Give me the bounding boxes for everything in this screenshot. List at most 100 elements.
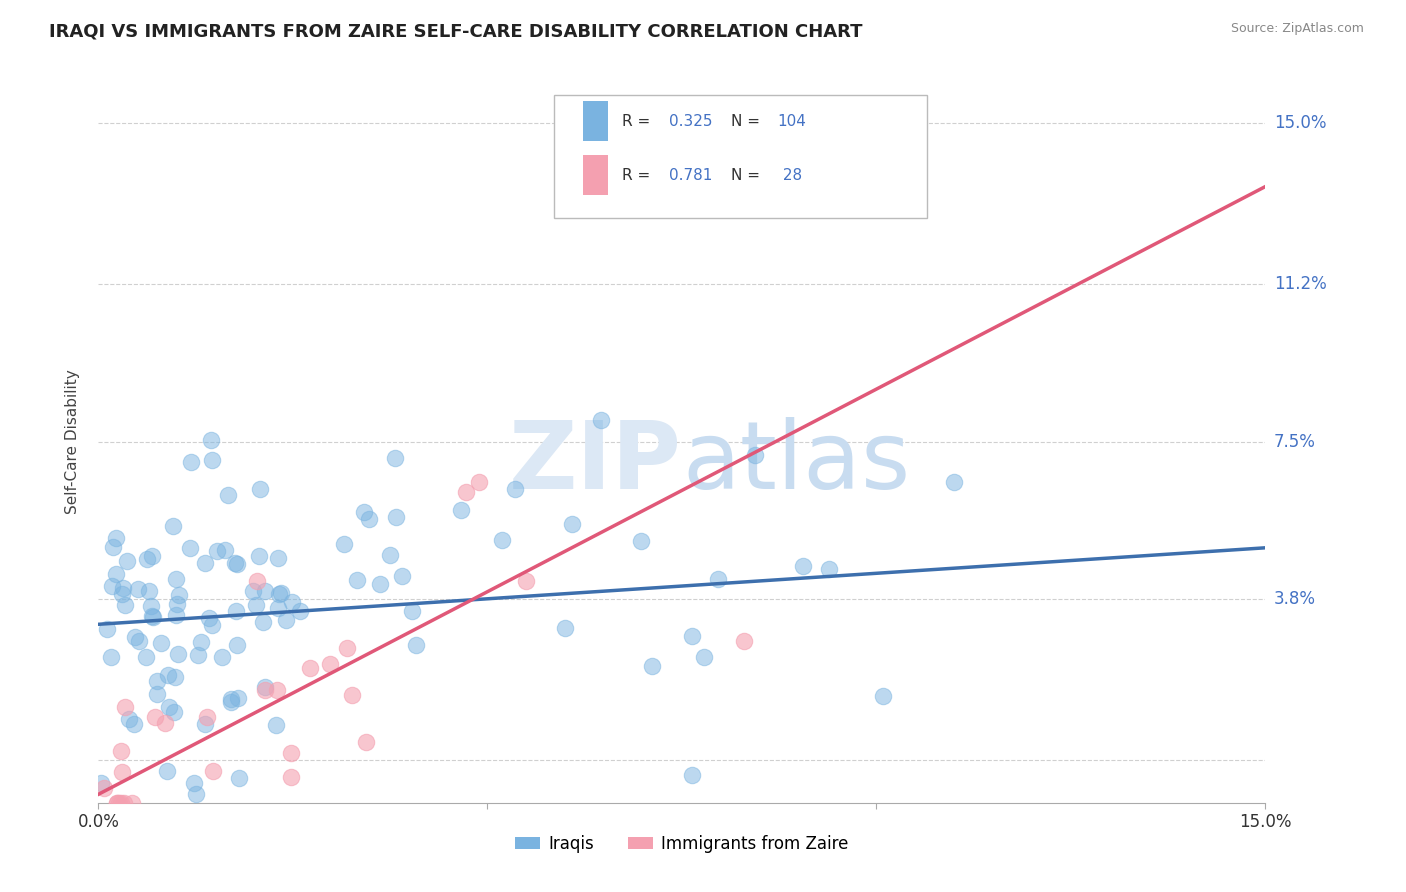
- Iraqis: [225, 604, 247, 618]
- Iraqis: [127, 582, 149, 596]
- Iraqis: [221, 696, 243, 710]
- Text: 104: 104: [778, 114, 807, 129]
- Iraqis: [104, 531, 127, 545]
- FancyBboxPatch shape: [582, 101, 609, 141]
- Iraqis: [163, 705, 186, 719]
- Iraqis: [180, 455, 202, 469]
- Immigrants from Zaire: [515, 574, 537, 588]
- Iraqis: [267, 601, 290, 615]
- Iraqis: [247, 549, 270, 563]
- Text: 0.781: 0.781: [669, 169, 713, 183]
- Immigrants from Zaire: [110, 744, 132, 758]
- Iraqis: [187, 648, 209, 663]
- Immigrants from Zaire: [733, 634, 755, 648]
- Immigrants from Zaire: [468, 475, 491, 489]
- Text: N =: N =: [731, 114, 765, 129]
- Text: N =: N =: [731, 169, 765, 183]
- Iraqis: [101, 579, 124, 593]
- Iraqis: [225, 638, 247, 652]
- FancyBboxPatch shape: [582, 155, 609, 195]
- Immigrants from Zaire: [108, 796, 131, 810]
- Text: 3.8%: 3.8%: [1274, 590, 1316, 607]
- Iraqis: [200, 433, 222, 447]
- Immigrants from Zaire: [107, 796, 129, 810]
- Iraqis: [290, 604, 312, 618]
- Iraqis: [156, 764, 179, 778]
- Iraqis: [707, 572, 730, 586]
- Iraqis: [190, 634, 212, 648]
- Immigrants from Zaire: [454, 485, 477, 500]
- Iraqis: [111, 581, 134, 595]
- Iraqis: [90, 775, 112, 789]
- Iraqis: [207, 544, 229, 558]
- Iraqis: [124, 630, 146, 644]
- Iraqis: [503, 482, 526, 496]
- Iraqis: [681, 767, 703, 781]
- Iraqis: [115, 553, 138, 567]
- Text: 7.5%: 7.5%: [1274, 433, 1316, 450]
- Iraqis: [554, 621, 576, 635]
- Immigrants from Zaire: [93, 780, 115, 795]
- Text: 0.325: 0.325: [669, 114, 713, 129]
- Iraqis: [167, 589, 190, 603]
- Immigrants from Zaire: [280, 746, 302, 760]
- Iraqis: [194, 717, 217, 731]
- Iraqis: [141, 609, 163, 624]
- Iraqis: [159, 699, 181, 714]
- Iraqis: [146, 687, 169, 701]
- Iraqis: [167, 647, 190, 661]
- Text: R =: R =: [623, 114, 655, 129]
- Iraqis: [943, 475, 966, 489]
- Iraqis: [266, 718, 288, 732]
- Iraqis: [201, 452, 224, 467]
- Immigrants from Zaire: [143, 710, 166, 724]
- Iraqis: [118, 712, 141, 726]
- Iraqis: [242, 583, 264, 598]
- Iraqis: [368, 577, 391, 591]
- Text: Source: ZipAtlas.com: Source: ZipAtlas.com: [1230, 22, 1364, 36]
- Iraqis: [165, 572, 187, 586]
- Iraqis: [136, 552, 159, 566]
- Iraqis: [280, 594, 302, 608]
- Iraqis: [353, 505, 375, 519]
- Iraqis: [228, 771, 250, 785]
- Iraqis: [249, 482, 271, 496]
- Iraqis: [197, 611, 219, 625]
- Legend: Iraqis, Immigrants from Zaire: Iraqis, Immigrants from Zaire: [509, 828, 855, 860]
- Text: ZIP: ZIP: [509, 417, 682, 509]
- Iraqis: [267, 587, 290, 601]
- Iraqis: [214, 543, 236, 558]
- Iraqis: [401, 604, 423, 618]
- Iraqis: [183, 776, 205, 790]
- Iraqis: [128, 633, 150, 648]
- Iraqis: [253, 681, 276, 695]
- Text: 28: 28: [778, 169, 801, 183]
- Iraqis: [378, 548, 401, 562]
- Immigrants from Zaire: [299, 661, 322, 675]
- Iraqis: [252, 615, 274, 629]
- Iraqis: [391, 568, 413, 582]
- Iraqis: [641, 658, 664, 673]
- Iraqis: [405, 638, 427, 652]
- Immigrants from Zaire: [153, 716, 176, 731]
- Iraqis: [681, 629, 703, 643]
- Immigrants from Zaire: [112, 796, 135, 810]
- Iraqis: [274, 613, 297, 627]
- Immigrants from Zaire: [354, 735, 377, 749]
- Iraqis: [589, 412, 612, 426]
- Iraqis: [166, 597, 188, 611]
- Immigrants from Zaire: [245, 574, 267, 588]
- Iraqis: [96, 622, 118, 636]
- Immigrants from Zaire: [195, 709, 218, 723]
- Immigrants from Zaire: [121, 796, 143, 810]
- Iraqis: [872, 690, 894, 704]
- Iraqis: [100, 650, 122, 665]
- Iraqis: [359, 512, 381, 526]
- Iraqis: [561, 516, 583, 531]
- Iraqis: [491, 533, 513, 548]
- Immigrants from Zaire: [266, 683, 288, 698]
- Iraqis: [226, 557, 249, 571]
- Iraqis: [146, 674, 169, 689]
- Text: 11.2%: 11.2%: [1274, 276, 1326, 293]
- Iraqis: [217, 487, 239, 501]
